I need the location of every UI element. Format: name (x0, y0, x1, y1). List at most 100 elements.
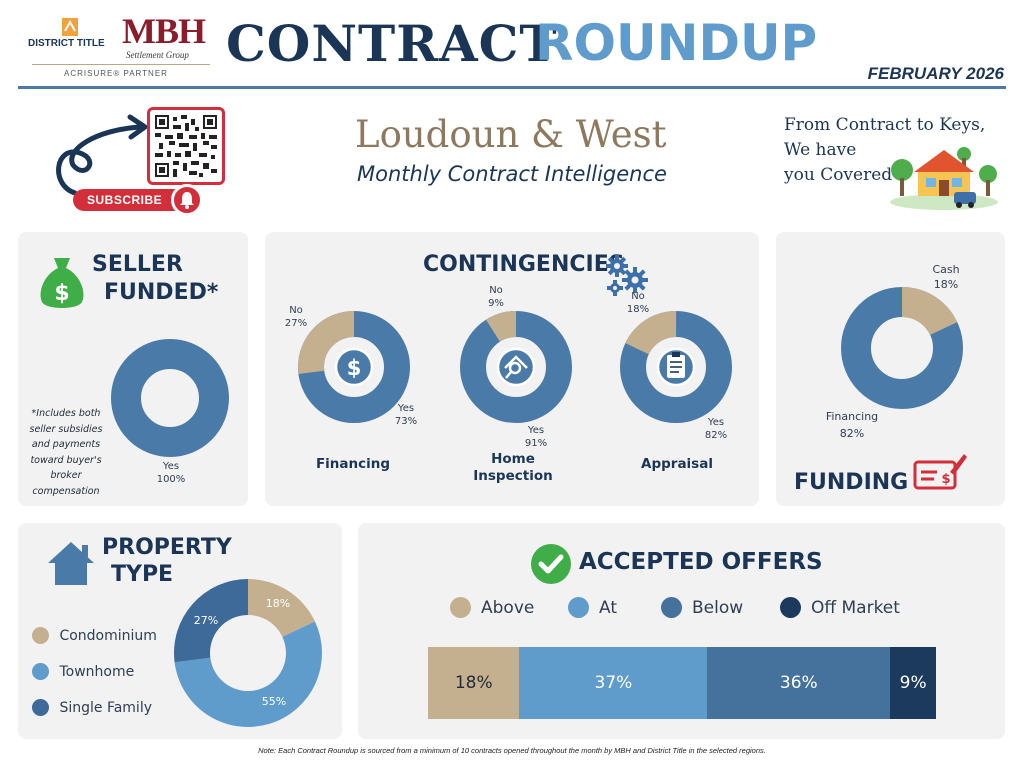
accepted-offers-card: ACCEPTED OFFERS Above At Below Off Market 1… (358, 523, 1005, 739)
offers-value-below: 36% (779, 673, 818, 693)
legend-at-swatch (568, 597, 589, 618)
funding-cash-value: 18% (933, 278, 959, 291)
month-label: FEBRUARY 2026 (867, 64, 1004, 83)
accepted-offers-title: ACCEPTED OFFERS (579, 549, 823, 575)
financing-no-arc (298, 311, 410, 424)
tagline-line-3: you Covered (784, 165, 893, 185)
home-inspection-yes-text: Yes (527, 425, 545, 436)
seller-funded-yes-text: Yes (162, 461, 180, 472)
check-icon: $ (913, 454, 967, 490)
appraisal-donut (620, 311, 732, 423)
home-inspection-caption: Home Inspection (465, 451, 561, 485)
subscribe-label: SUBSCRIBE (87, 193, 163, 207)
home-inspection-no-text: No (489, 285, 503, 296)
bell-button[interactable] (171, 184, 203, 216)
offers-bar-below: 36% (707, 647, 891, 719)
home-inspection-caption-1: Home (491, 451, 535, 467)
offers-value-above: 18% (454, 673, 493, 693)
seller-funded-footnote: *Includes both seller subsidies and paym… (24, 406, 108, 499)
region-subtitle: Monthly Contract Intelligence (357, 162, 667, 186)
house-illustration-icon (890, 147, 998, 210)
property-type-card: PROPERTY TYPE Condominium Townhome Singl… (18, 523, 342, 739)
district-title-logo: DISTRICT TITLE (28, 18, 118, 58)
property-slice-single-family (174, 579, 248, 663)
property-slice-townhome (174, 621, 322, 727)
legend-townhome: Townhome (32, 663, 157, 699)
mbh-logo: MBH Settlement Group (122, 10, 210, 60)
bell-icon (180, 192, 194, 209)
appraisal-yes-label: Yes 82% (699, 416, 733, 442)
legend-condominium-swatch (32, 627, 49, 644)
appraisal-no-value: 18% (626, 304, 650, 315)
legend-off-market-label: Off Market (811, 597, 900, 618)
seller-funded-yes-ring (111, 339, 229, 457)
property-title-1: PROPERTY (102, 535, 232, 560)
tagline: From Contract to Keys, We have you Cover… (784, 113, 994, 188)
financing-caption: Financing (315, 456, 391, 472)
header: DISTRICT TITLE MBH Settlement Group ACRI… (0, 0, 1024, 92)
seller-funded-card: $ SELLER FUNDED* *Includes both seller s… (18, 232, 248, 506)
legend-above-label: Above (481, 597, 535, 618)
home-inspection-yes-label: Yes 91% (519, 424, 553, 450)
legend-above: Above (450, 597, 568, 618)
home-inspection-no-value: 9% (488, 298, 504, 309)
property-title-2: TYPE (111, 562, 174, 587)
contingencies-card: CONTINGENCIES $ No 27% Yes 73% Financing (265, 232, 759, 506)
seller-funded-yes-label: Yes 100% (146, 460, 196, 486)
legend-below-label: Below (692, 597, 744, 618)
footnote-line-4: toward buyer's (30, 454, 102, 466)
funding-cash-label: Cash 18% (924, 262, 968, 292)
subscribe-button[interactable]: SUBSCRIBE (73, 189, 193, 211)
tagline-line-2: We have (784, 140, 857, 160)
funding-cash-arc (841, 287, 963, 409)
region-title: Loudoun & West (355, 113, 667, 156)
money-bag-icon: $ (40, 258, 84, 308)
subscribe-block[interactable]: SUBSCRIBE (45, 105, 235, 217)
offers-bar-at: 37% (519, 647, 708, 719)
property-value-single-family: 27% (194, 614, 218, 627)
mbh-subtext: Settlement Group (126, 50, 189, 60)
home-inspection-caption-2: Inspection (473, 468, 553, 484)
offers-stacked-bar: 18% 37% 36% 9% (428, 647, 936, 719)
legend-condominium-label: Condominium (59, 627, 157, 644)
legend-single-family: Single Family (32, 699, 157, 735)
header-rule (18, 86, 1006, 89)
financing-no-text: No (289, 305, 303, 316)
footnote-line-1: *Includes both (31, 408, 101, 419)
footnote-line-3: and payments (31, 439, 101, 450)
qr-code[interactable] (147, 107, 225, 185)
funding-cash-text: Cash (932, 263, 960, 276)
legend-below: Below (661, 597, 780, 618)
legend-at: At (568, 597, 661, 618)
financing-yes-text: Yes (397, 403, 415, 414)
svg-text:$: $ (347, 356, 362, 380)
financing-yes-label: Yes 73% (389, 402, 423, 428)
title-roundup-text: ROUNDUP (535, 14, 818, 72)
house-icon (48, 542, 94, 585)
property-value-condo: 18% (266, 597, 290, 610)
financing-yes-value: 73% (394, 416, 418, 427)
legend-single-family-label: Single Family (59, 699, 152, 716)
footnote-line-5: broker (50, 470, 82, 481)
legend-townhome-label: Townhome (59, 663, 135, 680)
seller-funded-donut (111, 339, 229, 457)
property-legend: Condominium Townhome Single Family (32, 627, 157, 735)
home-inspection-yes-value: 91% (524, 438, 548, 449)
legend-off-market-swatch (780, 597, 801, 618)
financing-no-value: 27% (284, 318, 308, 329)
svg-text:$: $ (941, 472, 950, 487)
offers-bar-above: 18% (428, 647, 520, 719)
legend-condominium: Condominium (32, 627, 157, 663)
funding-title: FUNDING (794, 470, 909, 495)
financing-donut: $ (298, 311, 410, 424)
partner-text: ACRISURE® PARTNER (64, 69, 168, 78)
seller-funded-title-1: SELLER (92, 252, 183, 277)
legend-below-swatch (661, 597, 682, 618)
seller-funded-title-2: FUNDED* (104, 280, 219, 305)
property-value-townhome: 55% (262, 695, 286, 708)
footnote-line-6: compensation (32, 485, 100, 497)
offers-value-off-market: 9% (899, 673, 927, 693)
home-inspection-no-label: No 9% (479, 284, 513, 310)
district-title-text: DISTRICT TITLE (28, 38, 105, 49)
funding-financing-label: Financing 82% (820, 408, 884, 442)
